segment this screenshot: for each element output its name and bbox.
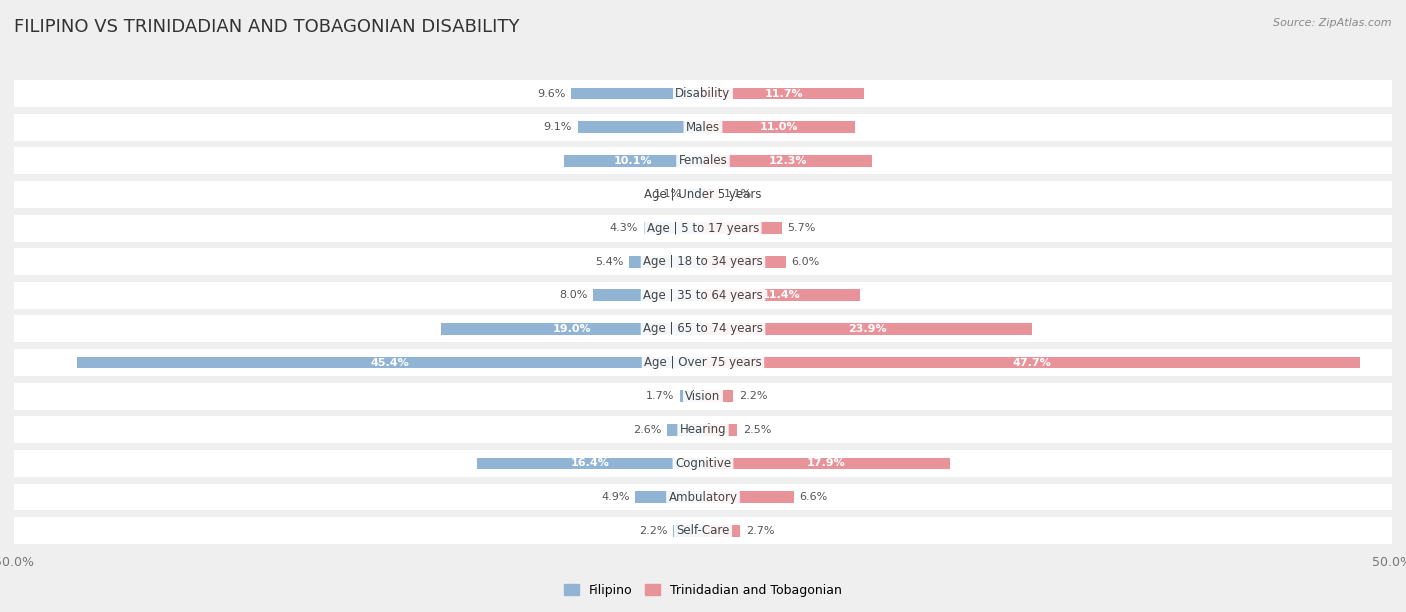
Bar bbox=[14, 80, 1392, 107]
Text: FILIPINO VS TRINIDADIAN AND TOBAGONIAN DISABILITY: FILIPINO VS TRINIDADIAN AND TOBAGONIAN D… bbox=[14, 18, 520, 36]
Bar bbox=[564, 155, 703, 166]
Bar bbox=[14, 315, 1392, 342]
Bar bbox=[703, 524, 740, 537]
Text: Self-Care: Self-Care bbox=[676, 524, 730, 537]
Bar bbox=[14, 483, 1392, 510]
Text: 8.0%: 8.0% bbox=[558, 290, 588, 300]
Text: 2.2%: 2.2% bbox=[638, 526, 668, 536]
Bar bbox=[688, 188, 703, 200]
Text: 45.4%: 45.4% bbox=[371, 357, 409, 368]
Bar bbox=[14, 416, 1392, 443]
Bar bbox=[703, 390, 734, 402]
Text: Source: ZipAtlas.com: Source: ZipAtlas.com bbox=[1274, 18, 1392, 28]
Bar bbox=[14, 517, 1392, 544]
Bar bbox=[14, 450, 1392, 477]
Bar bbox=[703, 323, 1032, 335]
Bar bbox=[77, 357, 703, 368]
Bar bbox=[636, 491, 703, 503]
Text: Age | Over 75 years: Age | Over 75 years bbox=[644, 356, 762, 369]
Text: 47.7%: 47.7% bbox=[1012, 357, 1052, 368]
Text: 17.9%: 17.9% bbox=[807, 458, 845, 468]
Bar bbox=[703, 424, 738, 436]
Bar bbox=[644, 222, 703, 234]
Text: Ambulatory: Ambulatory bbox=[668, 490, 738, 504]
Bar bbox=[703, 121, 855, 133]
Text: 5.4%: 5.4% bbox=[595, 256, 623, 267]
Bar bbox=[703, 88, 865, 100]
Text: 23.9%: 23.9% bbox=[848, 324, 887, 334]
Bar bbox=[703, 289, 860, 301]
Text: Hearing: Hearing bbox=[679, 424, 727, 436]
Text: Age | 65 to 74 years: Age | 65 to 74 years bbox=[643, 323, 763, 335]
Legend: Filipino, Trinidadian and Tobagonian: Filipino, Trinidadian and Tobagonian bbox=[560, 579, 846, 602]
Bar bbox=[628, 256, 703, 267]
Text: 2.7%: 2.7% bbox=[745, 526, 775, 536]
Text: Age | 35 to 64 years: Age | 35 to 64 years bbox=[643, 289, 763, 302]
Bar bbox=[14, 147, 1392, 174]
Bar bbox=[703, 155, 873, 166]
Bar bbox=[441, 323, 703, 335]
Text: 5.7%: 5.7% bbox=[787, 223, 815, 233]
Text: Males: Males bbox=[686, 121, 720, 134]
Text: 10.1%: 10.1% bbox=[614, 156, 652, 166]
Text: 4.9%: 4.9% bbox=[602, 492, 630, 502]
Bar bbox=[477, 458, 703, 469]
Text: 6.6%: 6.6% bbox=[800, 492, 828, 502]
Text: 16.4%: 16.4% bbox=[571, 458, 609, 468]
Text: 2.6%: 2.6% bbox=[633, 425, 662, 435]
Text: Age | 18 to 34 years: Age | 18 to 34 years bbox=[643, 255, 763, 268]
Text: Age | 5 to 17 years: Age | 5 to 17 years bbox=[647, 222, 759, 234]
Bar bbox=[593, 289, 703, 301]
Bar bbox=[14, 349, 1392, 376]
Bar bbox=[703, 222, 782, 234]
Text: 1.7%: 1.7% bbox=[645, 391, 673, 401]
Bar bbox=[672, 524, 703, 537]
Bar bbox=[703, 491, 794, 503]
Bar bbox=[14, 114, 1392, 141]
Bar bbox=[703, 357, 1360, 368]
Bar bbox=[14, 382, 1392, 409]
Text: 4.3%: 4.3% bbox=[610, 223, 638, 233]
Text: 9.6%: 9.6% bbox=[537, 89, 565, 99]
Text: 11.7%: 11.7% bbox=[765, 89, 803, 99]
Text: 11.4%: 11.4% bbox=[762, 290, 801, 300]
Text: 12.3%: 12.3% bbox=[769, 156, 807, 166]
Text: Vision: Vision bbox=[685, 390, 721, 403]
Text: 19.0%: 19.0% bbox=[553, 324, 592, 334]
Text: 1.1%: 1.1% bbox=[654, 190, 682, 200]
Bar bbox=[14, 282, 1392, 309]
Text: Disability: Disability bbox=[675, 87, 731, 100]
Bar bbox=[703, 188, 718, 200]
Text: 9.1%: 9.1% bbox=[544, 122, 572, 132]
Bar bbox=[14, 181, 1392, 208]
Bar bbox=[703, 256, 786, 267]
Bar bbox=[571, 88, 703, 100]
Text: 11.0%: 11.0% bbox=[759, 122, 799, 132]
Bar bbox=[14, 248, 1392, 275]
Text: 2.2%: 2.2% bbox=[738, 391, 768, 401]
Bar bbox=[578, 121, 703, 133]
Bar bbox=[14, 215, 1392, 242]
Bar bbox=[668, 424, 703, 436]
Bar bbox=[703, 458, 949, 469]
Text: 1.1%: 1.1% bbox=[724, 190, 752, 200]
Text: 2.5%: 2.5% bbox=[742, 425, 772, 435]
Bar bbox=[679, 390, 703, 402]
Text: 6.0%: 6.0% bbox=[792, 256, 820, 267]
Text: Age | Under 5 years: Age | Under 5 years bbox=[644, 188, 762, 201]
Text: Cognitive: Cognitive bbox=[675, 457, 731, 470]
Text: Females: Females bbox=[679, 154, 727, 167]
